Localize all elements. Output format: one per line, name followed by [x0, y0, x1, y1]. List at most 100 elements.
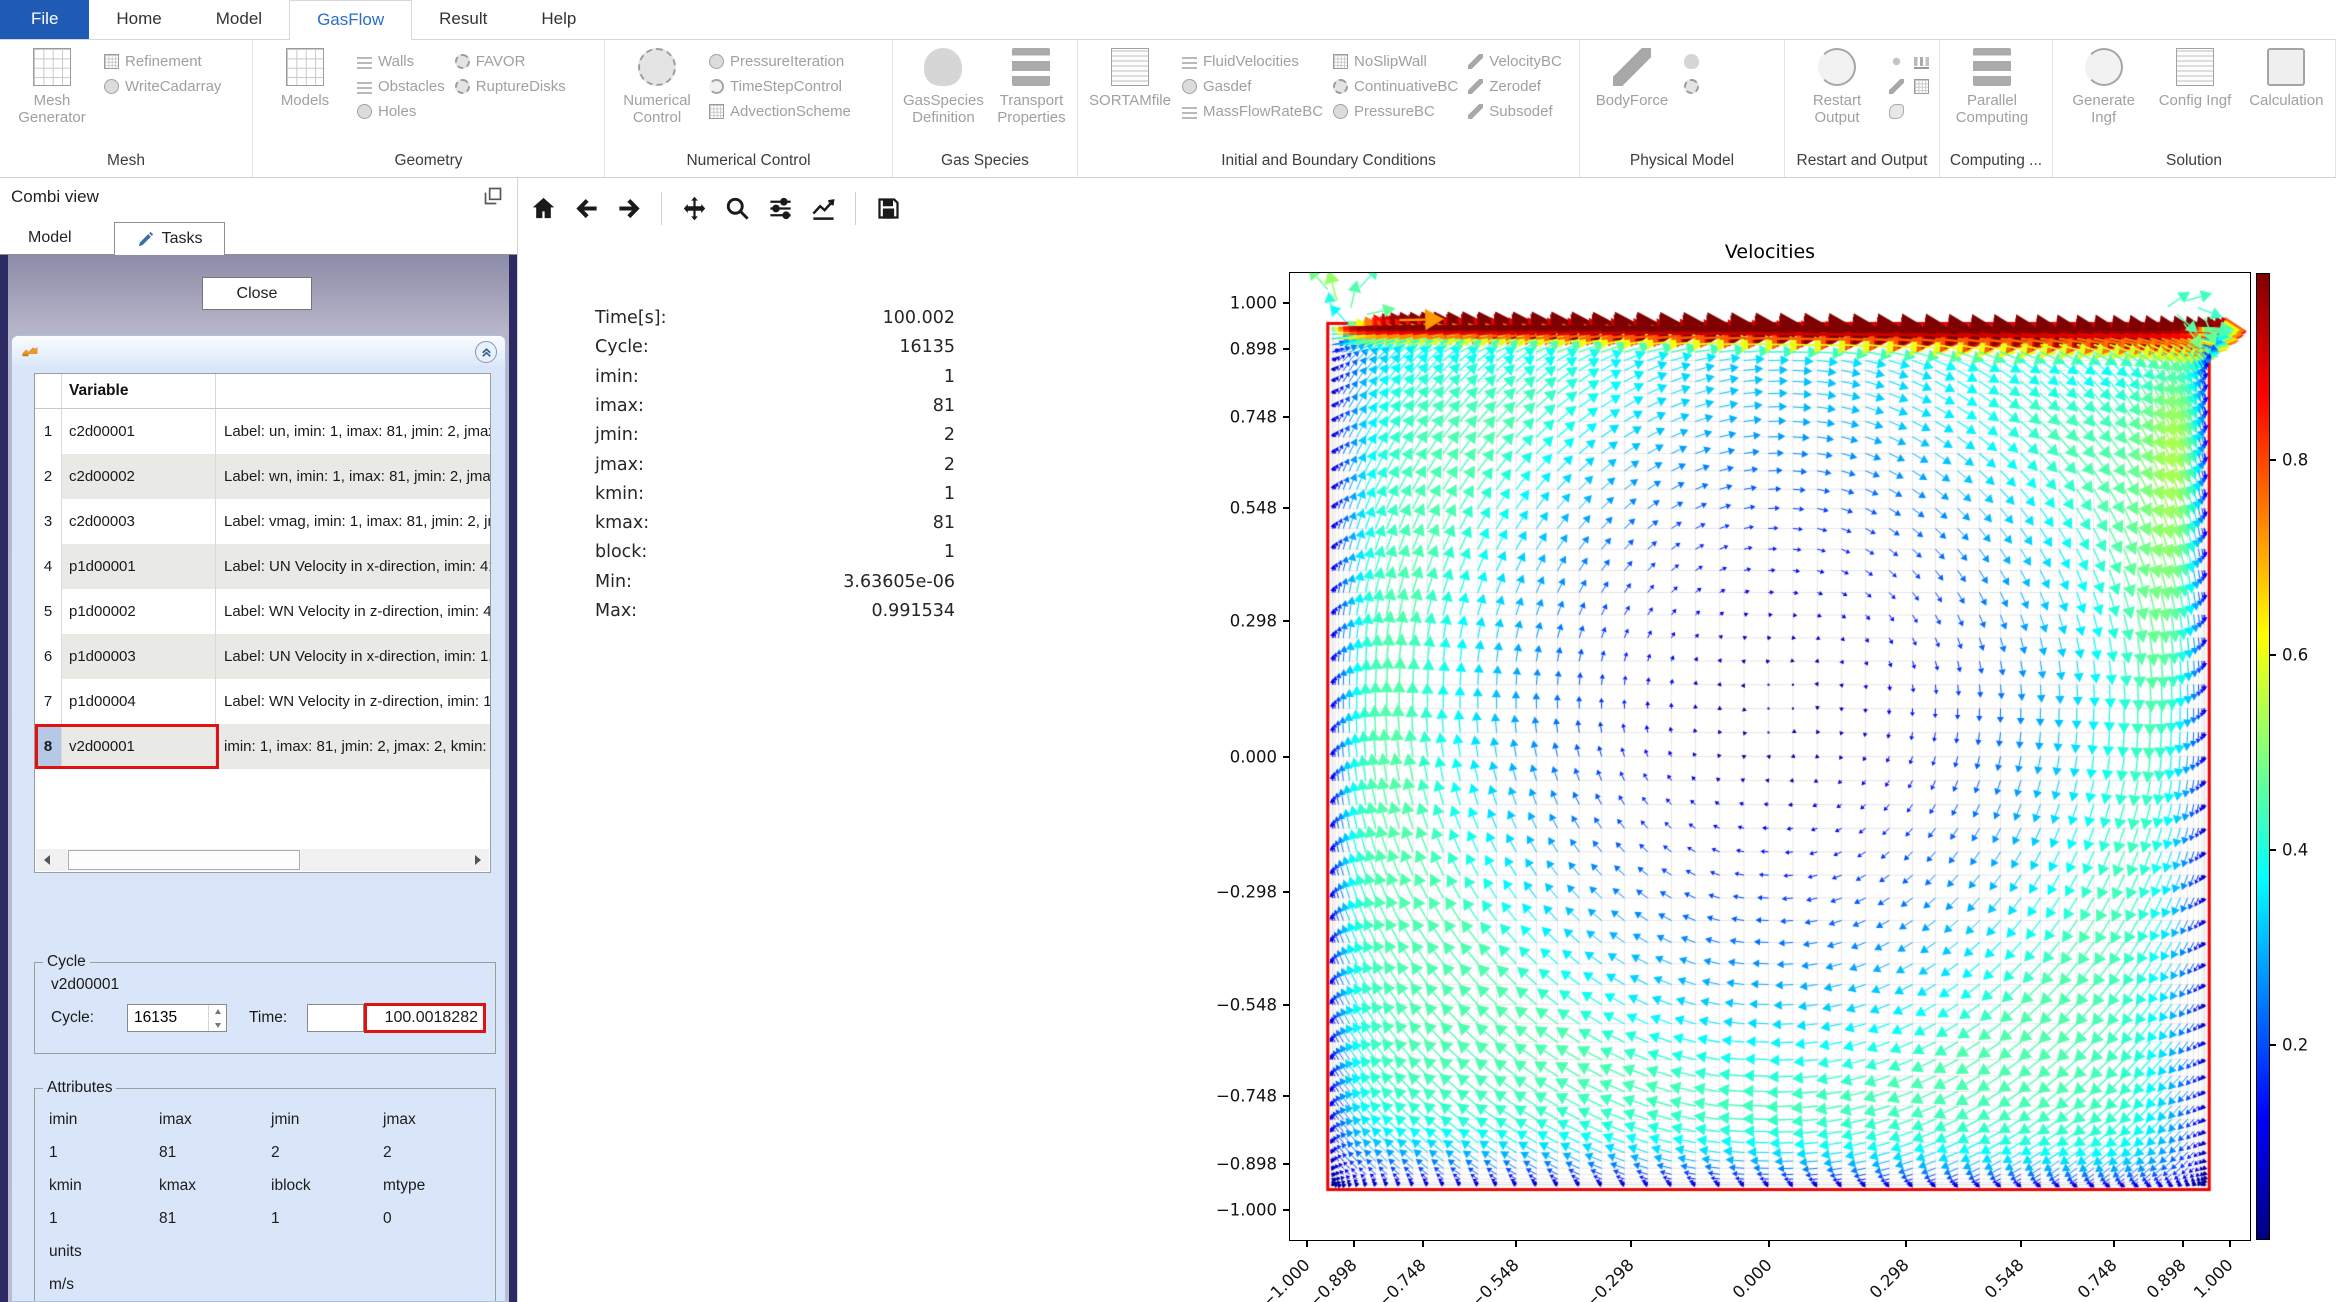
ribbon-item-zerodef[interactable]: Zerodef: [1468, 77, 1562, 95]
tab-model[interactable]: Model: [215, 9, 263, 28]
info-label: Min:: [595, 571, 632, 592]
y-tick: [1283, 1209, 1290, 1211]
toolbar-zoom-button[interactable]: [722, 194, 752, 224]
toolbar-subplots-button[interactable]: [765, 194, 795, 224]
ribbon-item-gasdef[interactable]: Gasdef: [1182, 77, 1323, 95]
scroll-left-button[interactable]: [36, 849, 58, 871]
x-tick: [1767, 1240, 1770, 1247]
ribbon-item-timestepcontrol[interactable]: TimeStepControl: [709, 77, 851, 95]
tool-icon: [21, 342, 39, 360]
info-label: block:: [595, 542, 648, 563]
restart-output-icon: [1818, 48, 1856, 86]
ribbon-item-refinement[interactable]: Refinement: [104, 52, 221, 70]
selected-variable: v2d00001: [51, 976, 120, 993]
collapse-chevron-icon[interactable]: [475, 341, 497, 363]
ribbon-item-eye[interactable]: [1889, 102, 1904, 120]
panel-title: Combi view: [11, 187, 99, 206]
ribbon-item-fluidvelocities[interactable]: FluidVelocities: [1182, 52, 1323, 70]
ribbon-item-subsodef[interactable]: Subsodef: [1468, 102, 1562, 120]
favor-icon: [454, 53, 470, 69]
ribbon-item-mesh-generator[interactable]: Mesh Generator: [10, 46, 94, 126]
toolbar-pan-button[interactable]: [679, 194, 709, 224]
ribbon-item-generate-ingf[interactable]: Generate Ingf: [2063, 46, 2144, 126]
tab-tasks[interactable]: Tasks: [113, 222, 226, 255]
ribbon-item-parallel-computing[interactable]: Parallel Computing: [1950, 46, 2034, 126]
tab-help[interactable]: Help: [541, 9, 577, 28]
back-icon: [575, 198, 597, 219]
home-icon: [532, 197, 554, 219]
table-row[interactable]: 7 p1d00004 Label: WN Velocity in z-directi…: [35, 679, 490, 724]
ribbon-item-fan[interactable]: [1684, 77, 1699, 95]
ribbon-item-restart-output[interactable]: Restart Output: [1795, 46, 1879, 126]
ribbon-item-massflowratebc[interactable]: MassFlowRateBC: [1182, 102, 1323, 120]
cycle-spinner[interactable]: [127, 1004, 227, 1032]
toolbar-forward-button[interactable]: [614, 194, 644, 224]
info-value: 0.991534: [871, 601, 955, 621]
ribbon-item-bodyforce[interactable]: BodyForce: [1590, 46, 1674, 109]
table-row[interactable]: 8 v2d00001 imin: 1, imax: 81, jmin: 2, jma…: [35, 724, 490, 769]
tab-gasflow[interactable]: GasFlow: [289, 0, 413, 40]
attribute-cell: 2: [271, 1143, 280, 1161]
ribbon-item-models[interactable]: Models: [263, 46, 347, 109]
scrollbar-thumb[interactable]: [68, 850, 300, 870]
ribbon-item-numerical-control[interactable]: Numerical Control: [615, 46, 699, 126]
toolbar-back-button[interactable]: [571, 194, 601, 224]
ribbon-item-rupturedisks[interactable]: RuptureDisks: [454, 77, 566, 95]
table-row[interactable]: 4 p1d00001 Label: UN Velocity in x-directi…: [35, 544, 490, 589]
ribbon-item-velocitybc[interactable]: VelocityBC: [1468, 52, 1562, 70]
spin-down-button[interactable]: [209, 1018, 226, 1031]
tab-home[interactable]: Home: [116, 9, 162, 28]
float-window-icon[interactable]: [483, 186, 503, 206]
toolbar-customize-button[interactable]: [808, 194, 838, 224]
ribbon-item-sortamfile[interactable]: SORTAMfile: [1088, 46, 1172, 109]
ribbon-item-advectionscheme[interactable]: AdvectionScheme: [709, 102, 851, 120]
plot-title: Velocities: [1724, 241, 1816, 263]
velocity-quiver-canvas[interactable]: [1290, 273, 2250, 1240]
table-row[interactable]: 6 p1d00003 Label: UN Velocity in x-directi…: [35, 634, 490, 679]
ribbon-item-noslipwall[interactable]: NoSlipWall: [1333, 52, 1458, 70]
ribbon-item-pressureiteration[interactable]: PressureIteration: [709, 52, 851, 70]
attribute-cell: units: [49, 1242, 82, 1260]
tab-file[interactable]: File: [0, 0, 90, 39]
toolbar-save-button[interactable]: [873, 194, 903, 224]
attribute-cell: imax: [159, 1110, 192, 1128]
attribute-cell: 2: [383, 1143, 392, 1161]
ribbon-item-dot[interactable]: [1889, 52, 1904, 70]
spin-up-button[interactable]: [209, 1005, 226, 1018]
tab-result[interactable]: Result: [439, 9, 488, 28]
ribbon-item-grid[interactable]: [1914, 77, 1929, 95]
table-row[interactable]: 1 c2d00001 Label: un, imin: 1, imax: 81, j…: [35, 409, 490, 454]
time-input[interactable]: [307, 1004, 364, 1032]
dot-icon: [1892, 57, 1901, 65]
variable-id: p1d00002: [62, 589, 216, 634]
tab-tasks-label: Tasks: [161, 230, 203, 247]
ribbon-group-gas-species: GasSpecies Definition Transport Propertie…: [893, 40, 1078, 177]
scroll-right-button[interactable]: [467, 849, 489, 871]
ribbon-item-writecadarray[interactable]: WriteCadarray: [104, 77, 221, 95]
column-header-variable[interactable]: Variable: [62, 374, 216, 408]
ribbon-item-line-chart[interactable]: [1889, 77, 1904, 95]
ribbon-item-gasspecies-definition[interactable]: GasSpecies Definition: [903, 46, 984, 126]
ribbon-item-walls[interactable]: Walls: [357, 52, 445, 70]
table-row[interactable]: 2 c2d00002 Label: wn, imin: 1, imax: 81, j…: [35, 454, 490, 499]
close-button[interactable]: Close: [202, 277, 312, 310]
ribbon-item-bar-chart[interactable]: [1914, 52, 1929, 70]
scrollbar-track[interactable]: [58, 849, 467, 871]
ribbon-item-pressurebc[interactable]: PressureBC: [1333, 102, 1458, 120]
tab-model[interactable]: Model: [10, 222, 90, 254]
cycle-input[interactable]: [128, 1005, 208, 1031]
table-row[interactable]: 5 p1d00002 Label: WN Velocity in z-directi…: [35, 589, 490, 634]
ribbon-item-config-ingf[interactable]: Config Ingf: [2154, 46, 2235, 109]
attribute-cell: jmin: [271, 1110, 300, 1128]
horizontal-scrollbar[interactable]: [36, 849, 489, 871]
ribbon-item-continuativebc[interactable]: ContinuativeBC: [1333, 77, 1458, 95]
table-row[interactable]: 3 c2d00003 Label: vmag, imin: 1, imax: 81,…: [35, 499, 490, 544]
ribbon-item-obstacles[interactable]: Obstacles: [357, 77, 445, 95]
x-tick-label: 1.000: [2189, 1255, 2237, 1302]
toolbar-home-button[interactable]: [528, 194, 558, 224]
ribbon-item-favor[interactable]: FAVOR: [454, 52, 566, 70]
ribbon-item-calculation[interactable]: Calculation: [2246, 46, 2327, 109]
ribbon-item-transport-properties[interactable]: Transport Properties: [994, 46, 1069, 126]
ribbon-item-holes[interactable]: Holes: [357, 102, 445, 120]
ribbon-item-cloud[interactable]: [1684, 52, 1699, 70]
